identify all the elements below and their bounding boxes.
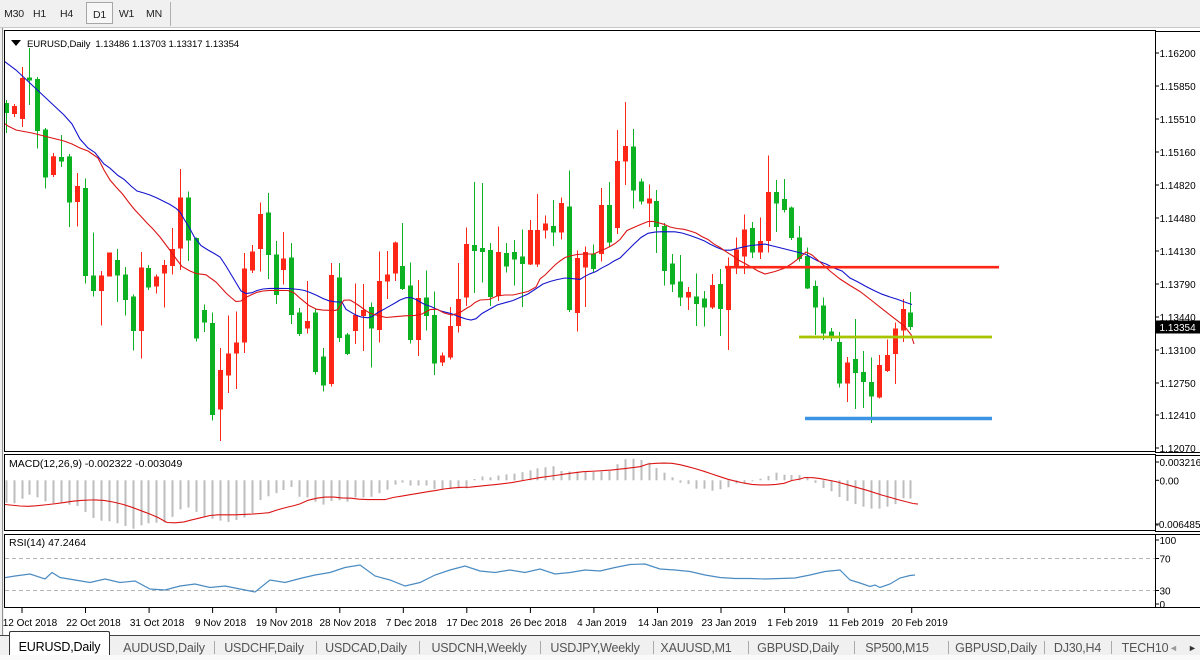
svg-text:30: 30 xyxy=(1160,587,1172,598)
svg-text:1.13790: 1.13790 xyxy=(1160,280,1197,291)
svg-text:1.12410: 1.12410 xyxy=(1160,411,1197,422)
svg-text:17 Dec 2018: 17 Dec 2018 xyxy=(446,618,503,629)
svg-text:EURUSD,Daily 1.13486 1.13703: EURUSD,Daily 1.13486 1.13703 1.13317 1.1… xyxy=(27,39,240,50)
svg-text:-0.006485: -0.006485 xyxy=(1156,520,1200,531)
svg-text:26 Dec 2018: 26 Dec 2018 xyxy=(510,618,567,629)
svg-text:4 Jan 2019: 4 Jan 2019 xyxy=(577,618,627,629)
svg-text:22 Oct 2018: 22 Oct 2018 xyxy=(66,618,121,629)
svg-text:0: 0 xyxy=(1160,600,1166,611)
svg-text:20 Feb 2019: 20 Feb 2019 xyxy=(892,618,949,629)
svg-text:1.14130: 1.14130 xyxy=(1160,247,1197,258)
svg-text:14 Jan 2019: 14 Jan 2019 xyxy=(638,618,693,629)
svg-text:1.15850: 1.15850 xyxy=(1160,82,1197,93)
svg-text:1.13100: 1.13100 xyxy=(1160,346,1197,357)
svg-text:1.15160: 1.15160 xyxy=(1160,148,1197,159)
svg-text:1.13354: 1.13354 xyxy=(1160,323,1197,334)
svg-text:100: 100 xyxy=(1160,536,1177,547)
svg-text:9 Nov 2018: 9 Nov 2018 xyxy=(195,618,247,629)
svg-text:RSI(14) 47.2464: RSI(14) 47.2464 xyxy=(9,537,86,549)
svg-text:7 Dec 2018: 7 Dec 2018 xyxy=(386,618,438,629)
svg-text:1.12750: 1.12750 xyxy=(1160,379,1197,390)
svg-text:1.14820: 1.14820 xyxy=(1160,181,1197,192)
svg-text:23 Jan 2019: 23 Jan 2019 xyxy=(701,618,756,629)
svg-text:0.003216: 0.003216 xyxy=(1160,458,1200,469)
svg-text:12 Oct 2018: 12 Oct 2018 xyxy=(3,618,58,629)
svg-text:1.15510: 1.15510 xyxy=(1160,115,1197,126)
svg-text:0.00: 0.00 xyxy=(1160,476,1180,487)
svg-text:1 Feb 2019: 1 Feb 2019 xyxy=(767,618,818,629)
svg-text:1.16200: 1.16200 xyxy=(1160,49,1197,60)
svg-text:1.12070: 1.12070 xyxy=(1160,444,1197,455)
svg-text:1.14480: 1.14480 xyxy=(1160,214,1197,225)
svg-text:31 Oct 2018: 31 Oct 2018 xyxy=(130,618,185,629)
svg-text:19 Nov 2018: 19 Nov 2018 xyxy=(256,618,313,629)
svg-text:MACD(12,26,9) -0.002322 -0.003: MACD(12,26,9) -0.002322 -0.003049 xyxy=(9,458,183,470)
svg-text:28 Nov 2018: 28 Nov 2018 xyxy=(319,618,376,629)
svg-text:11 Feb 2019: 11 Feb 2019 xyxy=(828,618,884,629)
svg-text:70: 70 xyxy=(1160,555,1172,566)
